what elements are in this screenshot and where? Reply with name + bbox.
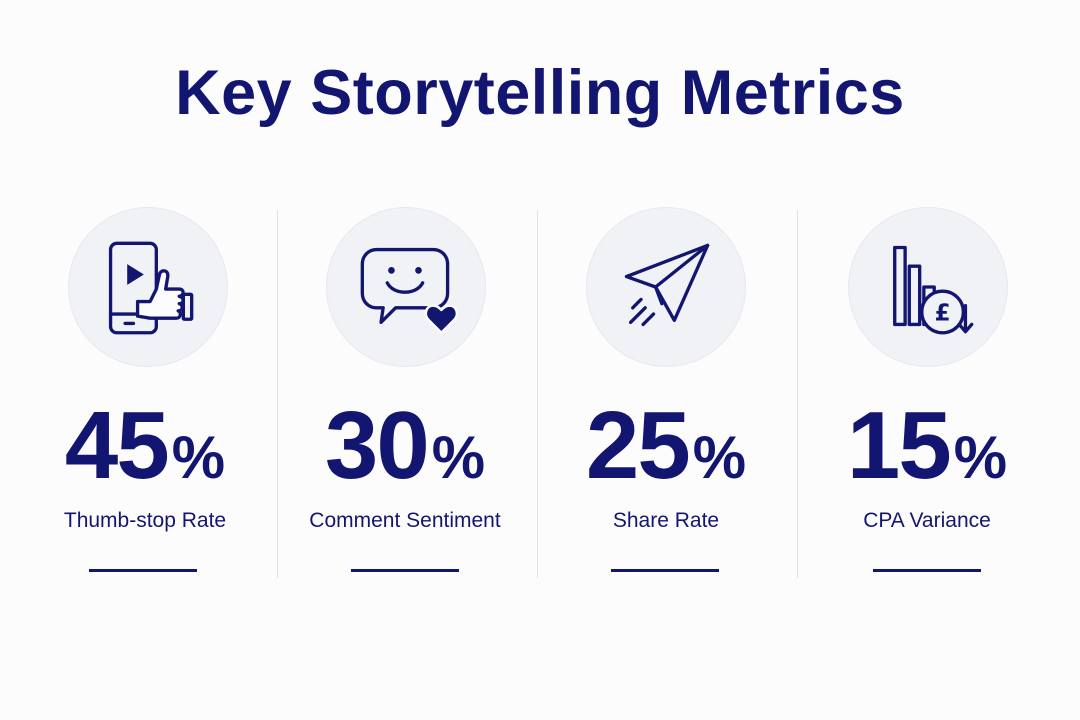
metric-value: 25% bbox=[585, 392, 747, 499]
metric-label: Comment Sentiment bbox=[309, 509, 501, 532]
metric-value: 15% bbox=[846, 392, 1008, 499]
metric-card-share-rate: 25% Share Rate bbox=[536, 0, 796, 720]
page-title: Key Storytelling Metrics bbox=[175, 58, 905, 128]
metric-label: Thumb-stop Rate bbox=[63, 509, 227, 532]
metric-label: CPA Variance bbox=[863, 509, 991, 532]
underline-rule bbox=[89, 569, 197, 572]
column-divider bbox=[797, 210, 798, 578]
smiley-chat-heart-icon bbox=[360, 247, 458, 335]
metric-label: Share Rate bbox=[612, 509, 720, 532]
underline-rule bbox=[351, 569, 459, 572]
metric-card-thumb-stop-rate: 45% Thumb-stop Rate bbox=[15, 0, 275, 720]
icon-circle: £ bbox=[848, 207, 1008, 367]
underline-rule bbox=[611, 569, 719, 572]
icon-circle bbox=[326, 207, 486, 367]
bar-chart-pound-down-icon: £ bbox=[893, 245, 974, 335]
column-divider bbox=[537, 210, 538, 578]
icon-circle bbox=[586, 207, 746, 367]
icon-circle bbox=[68, 207, 228, 367]
svg-text:£: £ bbox=[935, 300, 951, 326]
column-divider bbox=[277, 210, 278, 578]
metric-value: 30% bbox=[324, 392, 486, 499]
metric-value: 45% bbox=[64, 392, 226, 499]
metric-card-comment-sentiment: 30% Comment Sentiment bbox=[275, 0, 535, 720]
paper-plane-icon bbox=[624, 243, 710, 327]
phone-video-thumbs-up-icon bbox=[108, 241, 194, 335]
metric-card-cpa-variance: £ 15% CPA Variance bbox=[797, 0, 1057, 720]
underline-rule bbox=[873, 569, 981, 572]
